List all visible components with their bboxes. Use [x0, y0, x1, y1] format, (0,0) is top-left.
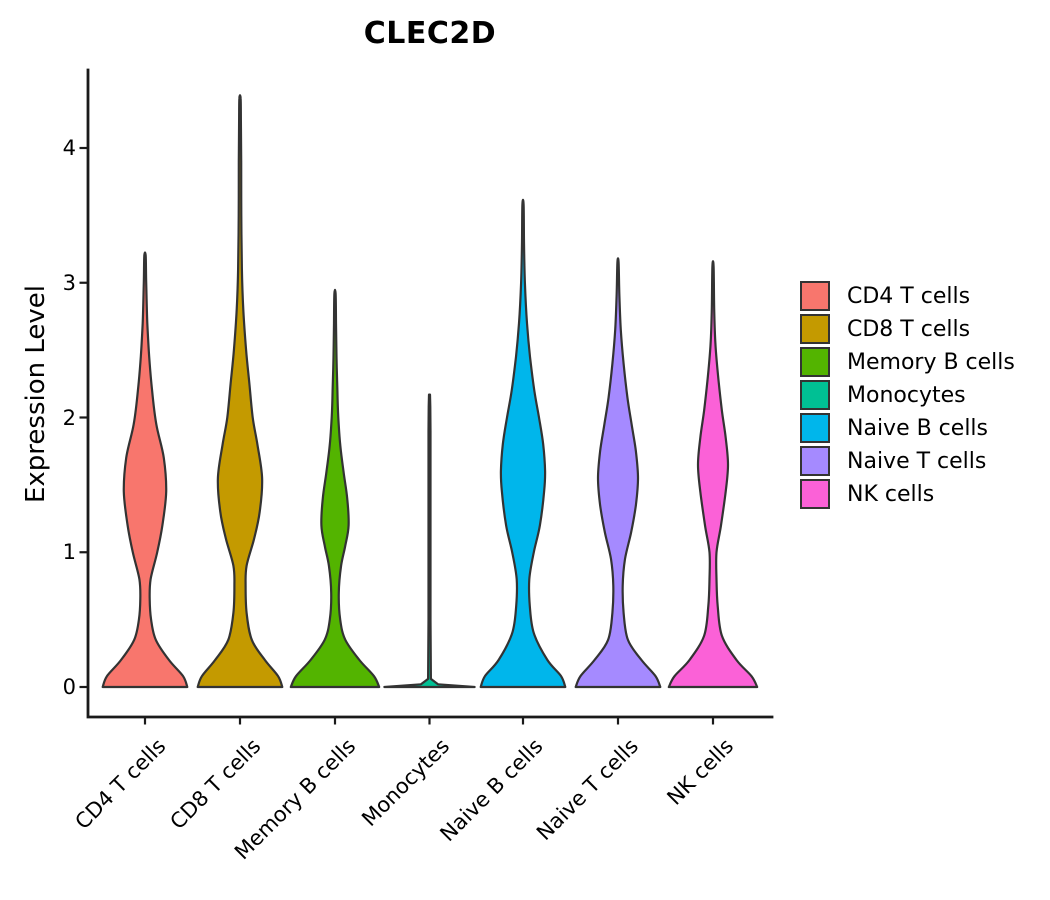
violin-cd4-t-cells	[101, 251, 189, 689]
legend-label: Monocytes	[847, 382, 966, 408]
y-tick-label-2: 2	[62, 405, 76, 430]
legend: CD4 T cells CD8 T cells Memory B cells Mono…	[800, 281, 1015, 512]
chart-title: CLEC2D	[363, 16, 497, 51]
legend-label: CD8 T cells	[847, 316, 971, 342]
legend-item-naive-b-cells: Naive B cells	[800, 413, 1015, 443]
y-tick-label-4: 4	[62, 136, 76, 160]
axis-lines	[86, 68, 774, 719]
legend-label: CD4 T cells	[847, 283, 971, 309]
violin-naive-t-cells	[574, 257, 662, 689]
legend-label: Memory B cells	[847, 349, 1015, 375]
legend-swatch-icon	[800, 413, 830, 443]
violin-naive-b-cells	[479, 198, 567, 689]
y-tick-label-0: 0	[62, 675, 76, 699]
violin-nk-cells	[667, 260, 759, 689]
legend-item-naive-t-cells: Naive T cells	[800, 446, 1015, 476]
legend-item-cd8-t-cells: CD8 T cells	[800, 314, 1015, 344]
legend-swatch-icon	[800, 446, 830, 476]
legend-swatch-icon	[800, 347, 830, 377]
legend-item-cd4-t-cells: CD4 T cells	[800, 281, 1015, 311]
legend-swatch-icon	[800, 281, 830, 311]
legend-item-nk-cells: NK cells	[800, 479, 1015, 509]
legend-label: Naive T cells	[847, 448, 987, 474]
violin-memory-b-cells	[289, 288, 381, 689]
y-tick-label-3: 3	[62, 270, 76, 295]
legend-item-monocytes: Monocytes	[800, 380, 1015, 410]
legend-item-memory-b-cells: Memory B cells	[800, 347, 1015, 377]
legend-swatch-icon	[800, 380, 830, 410]
legend-label: NK cells	[847, 481, 935, 507]
violin-monocytes	[383, 393, 476, 689]
legend-swatch-icon	[800, 314, 830, 344]
y-tick-label-1: 1	[62, 540, 76, 565]
violin-cd8-t-cells	[196, 94, 284, 689]
legend-swatch-icon	[800, 479, 830, 509]
legend-label: Naive B cells	[847, 415, 989, 441]
